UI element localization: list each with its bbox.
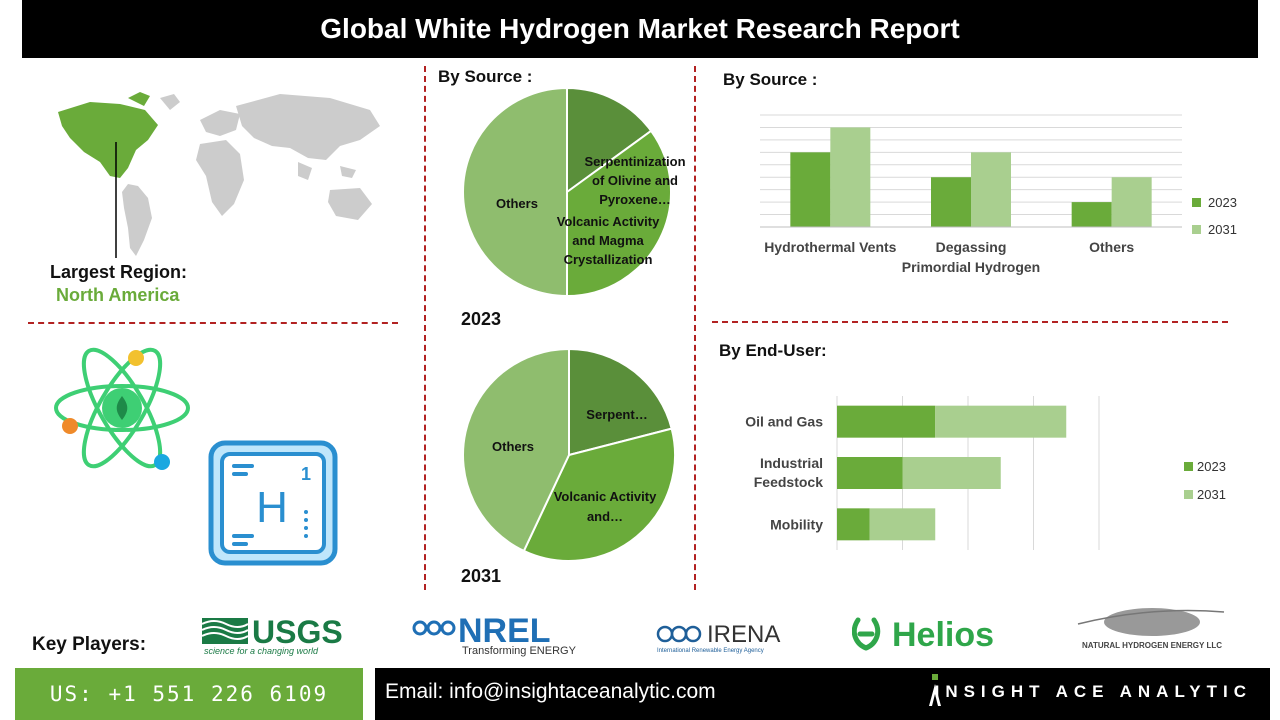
largest-region-value: North America [56, 285, 180, 305]
irena-logo: IRENA International Renewable Energy Age… [655, 620, 811, 654]
pie-chart-2023: Others Serpentinization of Olivine and P… [462, 88, 685, 298]
pie2023-slice-1 [566, 129, 672, 298]
nrel-logo: NREL Transforming ENERGY [410, 612, 612, 658]
nrel-tagline: Transforming ENERGY [462, 645, 577, 657]
legend-label-2031: 2031 [1208, 222, 1237, 237]
hbar-category-label-0: Oil and Gas [745, 414, 823, 430]
natural-hydrogen-energy-logo: NATURAL HYDROGEN ENERGY LLC [1074, 604, 1230, 652]
vbar-2031-2 [1111, 177, 1152, 227]
pie-section-title: By Source : [438, 67, 533, 86]
divider-left [28, 322, 398, 324]
atom-icon [52, 344, 192, 474]
nhe-logo-text: NATURAL HYDROGEN ENERGY LLC [1082, 641, 1222, 650]
bar-chart-source: Hydrothermal Vents Degassing Primordial Hy… [760, 114, 1237, 275]
pie2023-year: 2023 [461, 309, 502, 329]
pie2031-slice-2 [462, 347, 570, 553]
vbar-2023-0 [790, 152, 831, 227]
nrel-logo-text: NREL [458, 614, 551, 650]
divider-right [712, 321, 1228, 323]
vbar-2031-0 [830, 127, 871, 227]
hbar-2023-2 [837, 508, 870, 541]
pie2023-label-others: Others [496, 196, 538, 211]
legend-swatch-2031 [1192, 225, 1201, 234]
hydrogen-element-icon: H 1 [208, 440, 338, 566]
vbar-category-label-0: Hydrothermal Vents [764, 239, 896, 255]
page-title: Global White Hydrogen Market Research Re… [22, 0, 1258, 58]
pie2023-slice-0 [566, 88, 653, 194]
pie2031-slice-0 [568, 347, 673, 457]
key-players-label: Key Players: [32, 634, 147, 655]
vbar-category-label-1: Primordial Hydrogen [902, 259, 1040, 275]
bar-enduser-title: By End-User: [719, 341, 827, 360]
legend-label-2023: 2023 [1208, 195, 1237, 210]
world-map-icon [58, 92, 380, 258]
pie2023-label-serp: Serpentinization of Olivine and Pyroxene… [584, 154, 685, 207]
pie2031-year: 2031 [461, 566, 502, 586]
usgs-logo-text: USGS [252, 616, 343, 650]
irena-tagline: International Renewable Energy Agency [657, 648, 764, 654]
hbar-category-label-1: Feedstock [754, 474, 823, 490]
hbar-2023-1 [837, 457, 903, 489]
pie2023-label-volc: Volcanic Activity and Magma Crystallizat… [556, 214, 660, 267]
vbar-2031-1 [971, 152, 1011, 227]
vbar-2023-1 [931, 177, 971, 227]
legend2-label-2023: 2023 [1197, 459, 1226, 474]
usgs-tagline: science for a changing world [204, 646, 319, 656]
hbar-2023-0 [837, 405, 936, 438]
world-map [40, 80, 400, 270]
pie2023-slice-2 [462, 88, 568, 298]
pie2031-label-others: Others [492, 439, 534, 454]
legend-swatch-2023 [1192, 198, 1201, 207]
legend2-label-2031: 2031 [1197, 487, 1226, 502]
bar-chart-enduser: Oil and Gas Industrial Feedstock Mobility 2… [745, 396, 1226, 550]
footer-brand: INSIGHT ACE ANALYTIC [934, 682, 1252, 701]
pie2031-label-volc: Volcanic Activity and… [553, 489, 657, 524]
bar-source-title: By Source : [723, 70, 818, 89]
hbar-category-label-1: Industrial [760, 455, 823, 471]
helios-logo-text: Helios [892, 616, 994, 654]
element-symbol: H [256, 483, 288, 532]
vbar-2023-2 [1071, 202, 1112, 227]
helios-logo: Helios [851, 614, 1036, 654]
irena-logo-text: IRENA [707, 621, 780, 648]
footer-phone: US: +1 551 226 6109 [15, 668, 363, 720]
vbar-category-label-2: Others [1089, 239, 1134, 255]
pie2031-slice-1 [522, 427, 676, 562]
legend2-swatch-2031 [1184, 490, 1193, 499]
hbar-2031-2 [869, 508, 936, 541]
usgs-logo: USGS science for a changing world [201, 614, 372, 656]
divider-v1 [424, 66, 426, 590]
vbar-category-label-1: Degassing [936, 239, 1007, 255]
legend2-swatch-2023 [1184, 462, 1193, 471]
hbar-2031-0 [935, 405, 1067, 438]
brand-logo-icon [929, 674, 941, 706]
divider-v2 [694, 66, 696, 590]
pie2031-label-serp: Serpent… [586, 407, 647, 422]
footer-email: Email: info@insightaceanalytic.com [385, 680, 716, 703]
footer-bar: Email: info@insightaceanalytic.com INSIG… [375, 668, 1270, 720]
largest-region-label: Largest Region: [50, 262, 188, 282]
pie-chart-2031: Others Serpent… Volcanic Activity and… [462, 347, 676, 562]
hbar-2031-1 [902, 457, 1001, 489]
element-number: 1 [301, 464, 311, 484]
hbar-category-label-2: Mobility [770, 516, 823, 532]
